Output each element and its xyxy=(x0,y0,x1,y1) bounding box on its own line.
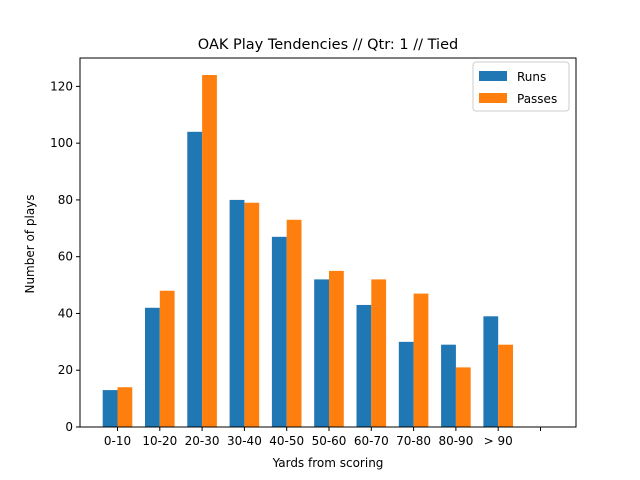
bar-passes-0 xyxy=(117,387,133,427)
axes-frame xyxy=(79,57,577,428)
x-axis-label: Yards from scoring xyxy=(272,456,384,470)
bar-runs-0 xyxy=(102,390,118,427)
x-tick-label-3: 30-40 xyxy=(227,434,262,448)
x-tick-label-5: 50-60 xyxy=(312,434,347,448)
bar-runs-2 xyxy=(187,131,203,428)
chart-title: OAK Play Tendencies // Qtr: 1 // Tied xyxy=(198,37,458,53)
bar-runs-5 xyxy=(314,279,329,427)
x-tick-label-7: 70-80 xyxy=(396,434,431,448)
bar-passes-6 xyxy=(371,279,387,427)
x-tick-label-4: 40-50 xyxy=(269,434,304,448)
legend-label-passes: Passes xyxy=(517,92,557,106)
y-tick-label-4: 80 xyxy=(58,193,73,207)
legend-swatch-runs xyxy=(479,71,507,81)
y-tick-label-0: 0 xyxy=(65,420,73,434)
bar-passes-3 xyxy=(244,202,260,427)
x-tick-label-6: 60-70 xyxy=(354,434,389,448)
x-tick-label-9: > 90 xyxy=(484,434,513,448)
y-tick-label-2: 40 xyxy=(58,306,73,320)
bar-passes-2 xyxy=(202,75,217,427)
y-tick-label-5: 100 xyxy=(50,136,73,150)
y-tick-label-3: 60 xyxy=(58,250,73,264)
bar-passes-1 xyxy=(159,290,175,427)
legend-label-runs: Runs xyxy=(517,70,546,84)
legend-swatch-passes xyxy=(479,93,507,103)
bar-passes-4 xyxy=(286,219,302,427)
bar-runs-9 xyxy=(483,316,499,427)
bar-passes-9 xyxy=(498,344,513,427)
bar-runs-7 xyxy=(398,341,414,427)
x-tick-label-1: 10-20 xyxy=(142,434,177,448)
y-axis-label: Number of plays xyxy=(23,194,37,293)
bar-runs-1 xyxy=(145,307,160,427)
bar-passes-5 xyxy=(329,270,344,427)
bar-runs-6 xyxy=(356,304,372,427)
plot-area: 0-10 10-20 20-30 30-40 40-50 50-60 60-70 70-80 8… xyxy=(50,75,541,448)
y-tick-label-1: 20 xyxy=(58,363,73,377)
bar-runs-4 xyxy=(271,236,287,427)
x-tick-label-2: 20-30 xyxy=(185,434,220,448)
bar-passes-7 xyxy=(413,293,429,427)
bar-runs-8 xyxy=(441,344,456,427)
y-tick-label-6: 120 xyxy=(50,79,73,93)
x-tick-label-0: 0-10 xyxy=(104,434,131,448)
bar-passes-8 xyxy=(455,367,471,427)
x-tick-label-8: 80-90 xyxy=(438,434,473,448)
legend: Runs Passes xyxy=(472,61,570,112)
bar-runs-3 xyxy=(229,199,245,427)
